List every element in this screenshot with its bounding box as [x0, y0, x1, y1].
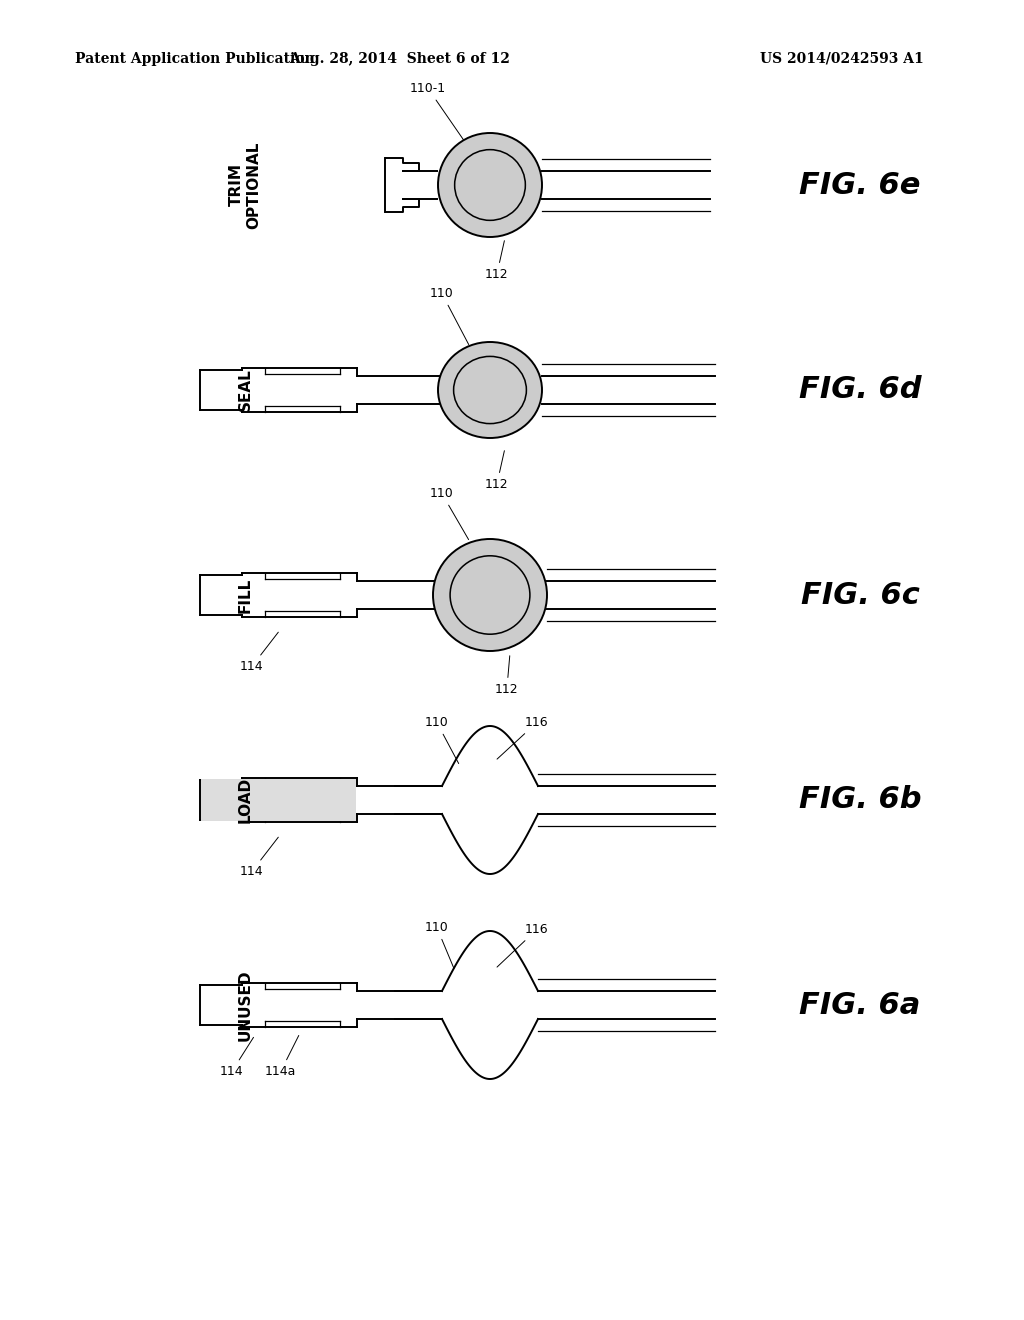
- Text: UNUSED: UNUSED: [238, 969, 253, 1040]
- Text: 114: 114: [220, 1038, 254, 1078]
- Text: Aug. 28, 2014  Sheet 6 of 12: Aug. 28, 2014 Sheet 6 of 12: [290, 51, 510, 66]
- Text: 112: 112: [485, 450, 509, 491]
- Text: US 2014/0242593 A1: US 2014/0242593 A1: [760, 51, 924, 66]
- Text: 110: 110: [430, 487, 469, 540]
- Text: TRIM
OPTIONAL: TRIM OPTIONAL: [228, 141, 261, 228]
- Text: Patent Application Publication: Patent Application Publication: [75, 51, 314, 66]
- Text: FIG. 6e: FIG. 6e: [800, 170, 921, 199]
- Text: 110: 110: [425, 715, 459, 763]
- Text: 112: 112: [485, 240, 509, 281]
- Text: 116: 116: [497, 715, 549, 759]
- Bar: [201, 779, 356, 821]
- Ellipse shape: [438, 133, 542, 238]
- Text: 110: 110: [425, 921, 454, 969]
- Text: 116: 116: [497, 923, 549, 968]
- Text: LOAD: LOAD: [238, 777, 253, 824]
- Text: 114: 114: [240, 632, 279, 673]
- Text: FIG. 6b: FIG. 6b: [799, 785, 922, 814]
- Text: 110-1: 110-1: [410, 82, 464, 140]
- Ellipse shape: [438, 342, 542, 438]
- Text: FIG. 6c: FIG. 6c: [801, 581, 920, 610]
- Text: SEAL: SEAL: [238, 368, 253, 412]
- Text: FIG. 6d: FIG. 6d: [799, 375, 922, 404]
- Text: FILL: FILL: [238, 577, 253, 612]
- Text: 114: 114: [240, 837, 279, 878]
- Text: 110: 110: [430, 286, 469, 345]
- Text: 112: 112: [495, 656, 518, 696]
- Text: 114a: 114a: [265, 1035, 299, 1078]
- Text: FIG. 6a: FIG. 6a: [800, 990, 921, 1019]
- Ellipse shape: [433, 539, 547, 651]
